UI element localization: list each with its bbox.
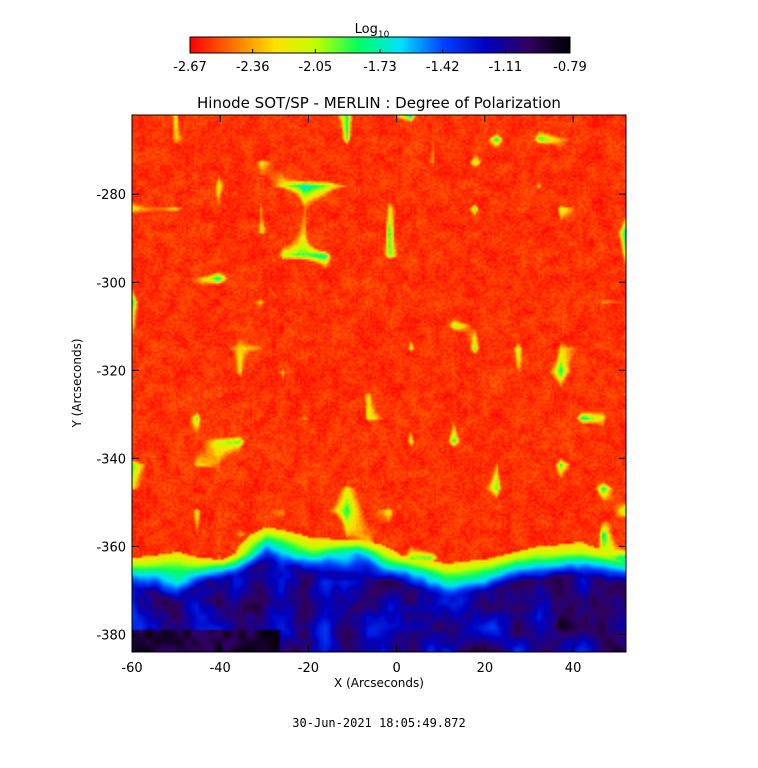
colorbar: Log10 -2.67 -2.36 -2.05 -1.73 -1.42 -1.11 -0.7…	[173, 22, 587, 75]
colorbar-label: Log10	[355, 22, 390, 40]
x-tick-label: -60	[121, 661, 142, 676]
y-tick-label: -280	[96, 188, 126, 203]
colorbar-label-subscript: 10	[378, 30, 390, 40]
heatmap-image	[132, 115, 626, 652]
x-axis-label: X (Arcseconds)	[334, 676, 424, 690]
plot-frame	[131, 114, 627, 653]
colorbar-ticks: -2.67 -2.36 -2.05 -1.73 -1.42 -1.11 -0.79	[173, 49, 587, 75]
x-tick-label: 20	[477, 661, 494, 676]
colorbar-tick-label: -1.11	[488, 60, 522, 75]
x-tick-label: -40	[210, 661, 231, 676]
colorbar-tick-label: -1.42	[426, 60, 460, 75]
colorbar-tick-label: -1.73	[363, 60, 397, 75]
x-tick-label: 0	[393, 661, 401, 676]
y-axis-label: Y (Arcseconds)	[70, 338, 84, 428]
x-tick-label: -20	[298, 661, 319, 676]
colorbar-tick-label: -2.05	[298, 60, 332, 75]
y-tick-label: -320	[96, 364, 126, 379]
colorbar-label-base: Log	[355, 22, 378, 37]
timestamp: 30-Jun-2021 18:05:49.872	[292, 716, 466, 730]
colorbar-tick-label: -0.79	[553, 60, 587, 75]
chart-title: Hinode SOT/SP - MERLIN : Degree of Polar…	[197, 94, 561, 112]
y-tick-label: -380	[96, 628, 126, 643]
colorbar-tick-label: -2.36	[236, 60, 270, 75]
heatmap-area: -60 -40 -20 0 20 40 -280 -300 -320 -340 -360 -380	[96, 114, 627, 676]
y-tick-label: -300	[96, 276, 126, 291]
y-tick-label: -360	[96, 540, 126, 555]
colorbar-tick-label: -2.67	[173, 60, 207, 75]
x-axis-ticks: -60 -40 -20 0 20 40	[121, 115, 581, 676]
y-tick-label: -340	[96, 452, 126, 467]
x-tick-label: 40	[565, 661, 582, 676]
y-axis-ticks: -280 -300 -320 -340 -360 -380	[96, 188, 626, 643]
